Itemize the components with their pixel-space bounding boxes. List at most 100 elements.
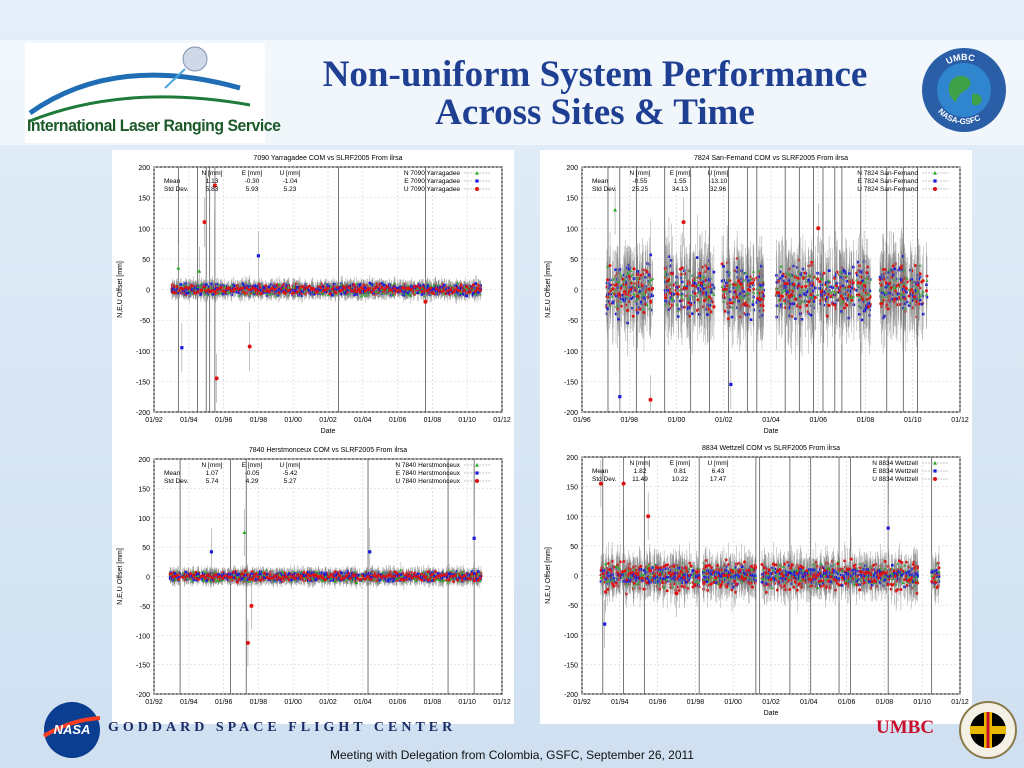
point-e [219,283,222,287]
y-tick-label: 150 [138,196,150,203]
point-u [326,286,330,290]
ilrs-logo-text: International Laser Ranging Service [27,116,281,135]
point-u [226,287,230,291]
point-u [208,290,212,294]
point-e [478,291,481,294]
point-u [196,290,200,294]
point-e [426,284,429,287]
point-e [332,282,336,286]
point-e [363,286,367,290]
point-u [221,289,225,293]
point-e [244,286,247,290]
point-e [416,291,419,295]
point-e [420,293,424,296]
point-n [391,293,396,297]
point-u [307,284,311,288]
point-u [375,282,379,286]
x-tick-label: 01/92 [145,417,163,424]
point-e [201,283,205,287]
y-tick-label: -200 [136,410,150,417]
point-u [349,289,353,293]
point-e [192,287,196,290]
point-u [265,289,269,293]
ilrs-logo-graphic [28,46,251,123]
point-e [382,283,386,287]
point-u [395,289,399,293]
x-tick-label: 01/08 [424,417,442,424]
x-tick-label: 01/00 [284,417,302,424]
point-u [474,289,478,293]
y-axis-label: N,E,U Offset [mm] [117,261,124,318]
point-u [232,287,236,291]
point-e [179,283,182,286]
point-e [432,287,435,291]
point-u [245,286,249,290]
x-tick-label: 01/10 [458,417,476,424]
point-u [446,289,450,293]
chart-yarragadee: 200 150 100 50 0 -50 -100 -150 -200 01/92 01/94 01/… [112,150,514,442]
point-u [429,291,433,295]
point-u [457,289,461,293]
point-u [363,289,367,293]
point-e [370,283,374,287]
point-e [230,291,233,295]
point-n [407,292,411,296]
x-tick-label: 01/04 [354,417,372,424]
point-u [292,291,296,295]
point-u [215,288,219,292]
point-u [252,286,256,290]
title-line-1: Non-uniform System Performance [322,54,868,95]
point-u [315,289,319,293]
point-u [238,287,242,291]
point-u [305,286,309,290]
x-tick-label: 01/12 [493,417,511,424]
point-e [455,290,458,294]
x-tick-label: 01/96 [215,417,233,424]
point-e [209,282,213,286]
point-e [352,293,356,297]
point-u [178,289,182,293]
point-u [412,285,416,289]
point-u [416,284,420,288]
point-u [374,286,378,290]
point-e [417,282,421,286]
point-u [477,284,481,288]
y-tick-label: 0 [146,288,150,295]
y-tick-label: 100 [138,226,150,233]
point-u [338,289,342,293]
point-e [471,293,475,297]
point-e [463,293,466,296]
point-e [331,293,334,297]
point-u [459,283,463,287]
point-u [380,285,384,289]
point-u [193,291,197,295]
point-u [354,290,358,294]
point-e [465,294,468,298]
x-tick-label: 01/98 [250,417,268,424]
point-u [393,287,397,291]
point-u [181,287,185,291]
point-e [474,282,477,285]
y-tick-label: -150 [136,379,150,386]
point-u [330,287,334,291]
y-tick-label: 50 [142,257,150,264]
point-u [398,288,402,292]
x-tick-label: 01/06 [389,417,407,424]
point-u [370,290,374,294]
y-tick-label: -50 [140,318,150,325]
point-e [311,285,315,289]
point-u [429,286,433,290]
point-e [314,288,317,291]
point-e [256,284,259,288]
point-u [264,284,268,288]
point-e [176,291,180,295]
point-u [204,289,208,293]
point-u [170,283,174,287]
point-u [243,291,247,295]
y-tick-label: -100 [136,349,150,356]
point-e [472,292,475,295]
y-tick-label: 200 [138,165,150,172]
point-u [352,283,356,287]
point-u [270,287,274,291]
